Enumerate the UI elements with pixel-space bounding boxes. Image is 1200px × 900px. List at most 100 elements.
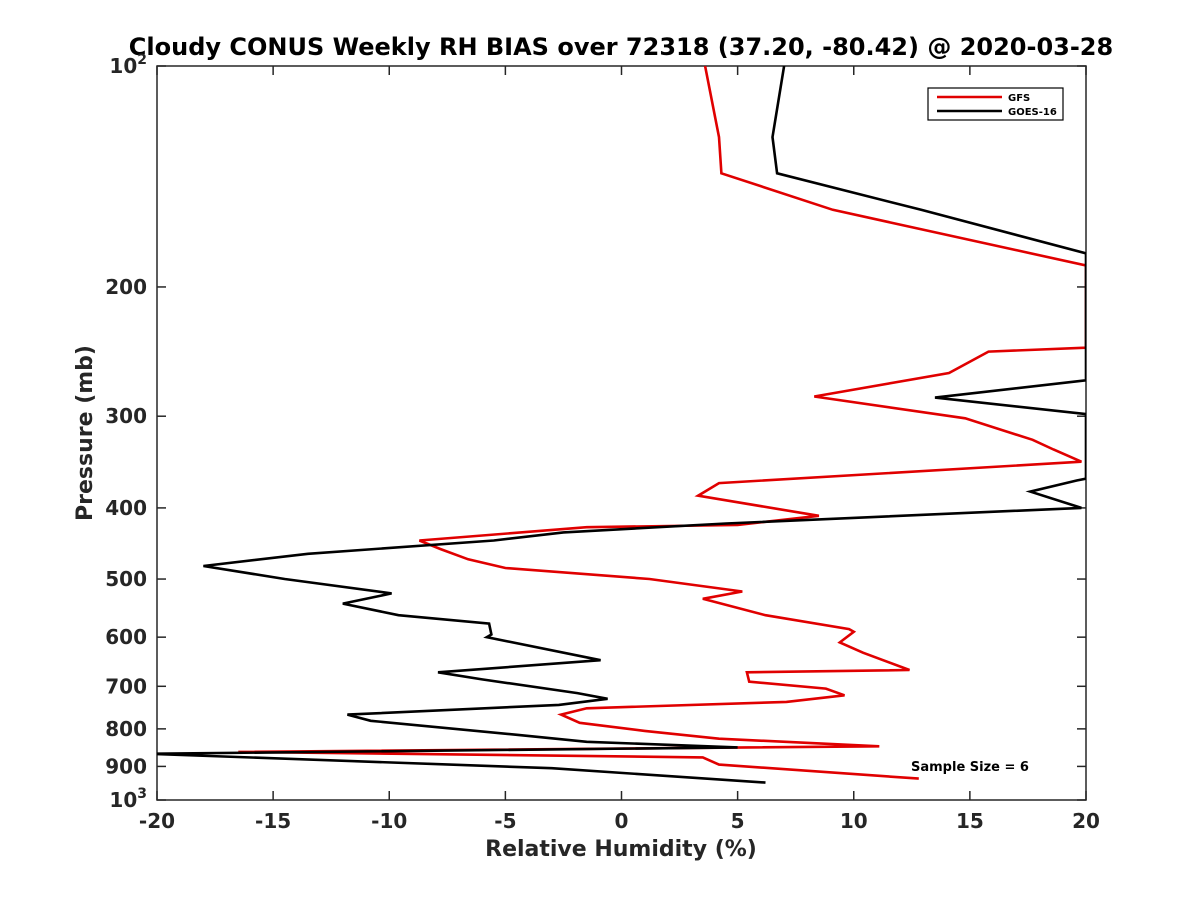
data-point-gfs: [438, 547, 442, 551]
legend-label-gfs: GFS: [1008, 93, 1030, 104]
data-point-goes16: [369, 719, 373, 723]
data-point-gfs: [908, 668, 912, 672]
data-point-gfs: [503, 566, 507, 570]
data-point-goes16: [1084, 251, 1088, 255]
data-point-gfs: [852, 630, 856, 634]
x-tick-label: 20: [1072, 809, 1100, 833]
data-point-goes16: [1028, 490, 1032, 494]
data-point-gfs: [745, 670, 749, 674]
data-point-gfs: [831, 208, 835, 212]
data-point-gfs: [717, 737, 721, 741]
data-point-gfs: [703, 64, 707, 68]
y-tick-label: 103: [109, 786, 147, 812]
data-point-gfs: [585, 706, 589, 710]
data-point-goes16: [436, 670, 440, 674]
data-point-gfs: [824, 687, 828, 691]
data-point-gfs: [717, 763, 721, 767]
data-point-gfs: [1031, 438, 1035, 442]
data-point-goes16: [561, 530, 565, 534]
data-point-gfs: [696, 494, 700, 498]
data-point-goes16: [306, 552, 310, 556]
data-point-goes16: [933, 396, 937, 400]
x-axis: -20 -15 -10 -5 0 5 10 15 20: [139, 66, 1100, 833]
data-point-gfs: [817, 514, 821, 518]
data-point-gfs: [784, 700, 788, 704]
data-point-gfs: [717, 481, 721, 485]
data-point-goes16: [283, 577, 287, 581]
sample-size-annotation: Sample Size = 6: [911, 760, 1029, 775]
data-point-gfs: [647, 577, 651, 581]
chart-title: Cloudy CONUS Weekly RH BIAS over 72318 (…: [129, 33, 1113, 61]
data-point-goes16: [599, 658, 603, 662]
data-point-goes16: [775, 171, 779, 175]
data-point-gfs: [740, 590, 744, 594]
data-point-gfs: [987, 350, 991, 354]
y-axis-label: Pressure (mb): [73, 345, 98, 521]
y-tick-label: 500: [105, 567, 147, 591]
data-point-gfs: [701, 755, 705, 759]
data-point-goes16: [585, 740, 589, 744]
data-point-gfs: [559, 713, 563, 717]
data-point-goes16: [492, 539, 496, 543]
y-tick-label: 400: [105, 496, 147, 520]
series-line-goes16: [157, 66, 1086, 784]
series-layer: [157, 64, 1088, 785]
data-point-gfs: [843, 693, 847, 697]
x-tick-label: 5: [731, 809, 745, 833]
y-axis: 102 200 300 400 500 600 700 800 900 103: [105, 52, 1086, 812]
data-point-goes16: [489, 633, 493, 637]
data-point-goes16: [485, 635, 489, 639]
data-point-goes16: [345, 713, 349, 717]
data-point-goes16: [1084, 378, 1088, 382]
data-point-goes16: [397, 613, 401, 617]
data-point-goes16: [771, 135, 775, 139]
data-point-goes16: [764, 781, 768, 785]
legend-box: [927, 87, 1064, 121]
data-point-goes16: [515, 733, 519, 737]
data-point-gfs: [1052, 448, 1056, 452]
x-axis-label: Relative Humidity (%): [485, 837, 757, 862]
x-tick-label: -5: [494, 809, 516, 833]
x-tick-label: -20: [139, 809, 175, 833]
data-point-goes16: [575, 691, 579, 695]
legend-label-goes16: GOES-16: [1008, 107, 1057, 118]
data-point-gfs: [812, 395, 816, 399]
data-point-gfs: [838, 640, 842, 644]
data-point-goes16: [724, 522, 728, 526]
data-point-goes16: [606, 697, 610, 701]
data-point-goes16: [919, 208, 923, 212]
data-point-gfs: [1079, 460, 1083, 464]
legend: GFS GOES-16: [927, 87, 1064, 121]
x-tick-label: 15: [956, 809, 984, 833]
data-point-gfs: [701, 597, 705, 601]
data-point-goes16: [1084, 412, 1088, 416]
data-point-gfs: [764, 613, 768, 617]
x-tick-label: 10: [840, 809, 868, 833]
data-point-goes16: [201, 564, 205, 568]
x-tick-label: -10: [371, 809, 407, 833]
x-tick-label: -15: [255, 809, 291, 833]
y-tick-label: 700: [105, 674, 147, 698]
data-point-gfs: [643, 729, 647, 733]
data-point-gfs: [585, 525, 589, 529]
data-point-goes16: [480, 677, 484, 681]
y-tick-label: 900: [105, 754, 147, 778]
data-point-goes16: [487, 622, 491, 626]
data-point-gfs: [417, 539, 421, 543]
data-point-gfs: [578, 721, 582, 725]
data-point-goes16: [550, 766, 554, 770]
data-point-goes16: [341, 602, 345, 606]
y-tick-label: 600: [105, 625, 147, 649]
data-point-gfs: [917, 777, 921, 781]
data-point-gfs: [877, 744, 881, 748]
x-tick-label: 0: [615, 809, 629, 833]
data-point-gfs: [947, 371, 951, 375]
plot-area: [156, 65, 1087, 801]
data-point-goes16: [1084, 477, 1088, 481]
data-point-goes16: [390, 591, 394, 595]
y-tick-label: 800: [105, 717, 147, 741]
y-tick-label: 200: [105, 275, 147, 299]
data-point-gfs: [466, 557, 470, 561]
data-point-gfs: [861, 651, 865, 655]
